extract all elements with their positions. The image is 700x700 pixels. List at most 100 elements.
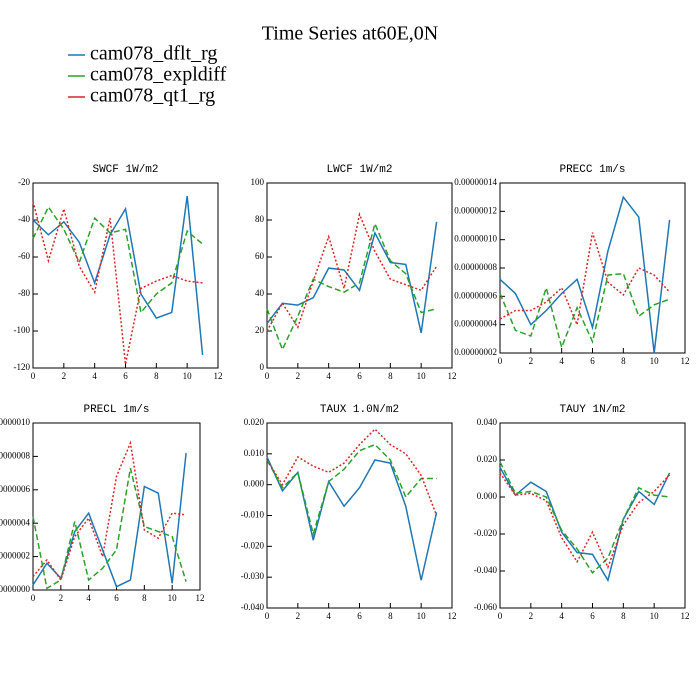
- y-tick-label: -0.040: [241, 602, 265, 612]
- series-line: [499, 472, 671, 570]
- y-tick-label: 0.020: [244, 417, 265, 427]
- legend-label: cam078_qt1_rg: [90, 85, 215, 107]
- plot-frame: [499, 422, 686, 609]
- x-tick-label: 0: [265, 371, 270, 381]
- x-tick-label: 10: [168, 593, 178, 603]
- y-tick-label: -0.010: [241, 510, 265, 520]
- x-tick-label: 12: [214, 371, 223, 381]
- y-tick-label: 0: [260, 362, 265, 372]
- y-tick-label: -100: [14, 325, 31, 335]
- x-tick-label: 2: [529, 356, 534, 366]
- y-tick-label: 0.0000006: [0, 484, 31, 494]
- y-tick-label: 0.0000004: [0, 517, 31, 527]
- x-tick-label: 12: [681, 611, 690, 621]
- y-tick-label: 20: [255, 325, 265, 335]
- y-tick-label: 0.00000014: [454, 177, 497, 187]
- y-tick-label: -40: [18, 214, 30, 224]
- x-tick-label: 10: [417, 371, 427, 381]
- x-tick-label: 10: [650, 611, 660, 621]
- x-tick-label: 12: [448, 611, 457, 621]
- y-tick-label: -0.060: [474, 602, 498, 612]
- series-line: [266, 428, 438, 516]
- x-tick-label: 8: [621, 356, 626, 366]
- x-tick-label: 8: [142, 593, 147, 603]
- x-tick-label: 4: [326, 611, 331, 621]
- series-line: [266, 221, 438, 334]
- series-line: [32, 205, 204, 315]
- x-tick-label: 12: [448, 371, 457, 381]
- x-tick-label: 12: [196, 593, 205, 603]
- series-line: [32, 201, 203, 365]
- x-tick-label: 4: [86, 593, 91, 603]
- plot-frame: [32, 422, 201, 591]
- series-line: [499, 461, 670, 575]
- y-tick-label: 0.000: [477, 491, 498, 501]
- panel-title: PRECL 1m/s: [83, 404, 149, 416]
- y-tick-label: 0.00000002: [454, 347, 497, 357]
- series-line: [499, 195, 671, 354]
- y-tick-label: 0.010: [244, 448, 265, 458]
- x-tick-label: 6: [123, 371, 128, 381]
- series-line: [266, 456, 438, 581]
- x-tick-label: 6: [590, 611, 595, 621]
- y-tick-label: 80: [255, 214, 265, 224]
- x-tick-label: 0: [31, 593, 36, 603]
- y-tick-label: 0.00000012: [454, 205, 497, 215]
- panel-title: PRECC 1m/s: [559, 164, 625, 176]
- y-tick-label: 0.020: [477, 454, 498, 464]
- series-line: [499, 467, 671, 583]
- series-line: [266, 211, 438, 332]
- series-line: [499, 232, 671, 328]
- series-line: [499, 272, 670, 350]
- y-tick-label: -0.030: [241, 571, 265, 581]
- y-tick-label: 0.0000002: [0, 551, 30, 561]
- series-line: [32, 440, 187, 582]
- x-tick-label: 2: [62, 371, 67, 381]
- x-tick-label: 4: [559, 356, 564, 366]
- plot-frame: [266, 422, 453, 609]
- y-tick-label: 0.00000008: [454, 262, 497, 272]
- x-tick-label: 2: [529, 611, 534, 621]
- y-tick-label: 0.0000008: [0, 450, 31, 460]
- y-tick-label: 0.00000006: [454, 290, 497, 300]
- y-tick-label: 60: [255, 251, 265, 261]
- x-tick-label: 8: [621, 611, 626, 621]
- y-tick-label: 0.0000010: [0, 417, 31, 427]
- x-tick-label: 0: [498, 611, 503, 621]
- y-tick-label: -60: [18, 251, 30, 261]
- y-tick-label: 100: [251, 177, 265, 187]
- y-tick-label: -0.020: [241, 540, 265, 550]
- legend-label: cam078_expldiff: [90, 64, 227, 86]
- plot-frame: [266, 182, 453, 369]
- x-tick-label: 8: [154, 371, 159, 381]
- x-tick-label: 10: [183, 371, 193, 381]
- x-tick-label: 2: [59, 593, 64, 603]
- x-tick-label: 4: [92, 371, 97, 381]
- y-tick-label: -120: [14, 362, 31, 372]
- x-tick-label: 6: [590, 356, 595, 366]
- series-line: [32, 195, 204, 356]
- x-tick-label: 12: [681, 356, 690, 366]
- x-tick-label: 8: [388, 611, 393, 621]
- x-tick-label: 0: [498, 356, 503, 366]
- y-tick-label: 0.00000010: [454, 234, 497, 244]
- x-tick-label: 6: [114, 593, 119, 603]
- panel-title: LWCF 1W/m2: [326, 164, 392, 176]
- series-line: [32, 467, 187, 590]
- y-tick-label: 0.0000000: [0, 584, 31, 594]
- x-tick-label: 4: [559, 611, 564, 621]
- y-tick-label: -20: [18, 177, 30, 187]
- y-tick-label: -0.040: [474, 565, 498, 575]
- series-line: [266, 221, 437, 352]
- y-tick-label: -80: [18, 288, 30, 298]
- x-tick-label: 2: [296, 371, 301, 381]
- panel-title: SWCF 1W/m2: [92, 164, 158, 176]
- x-tick-label: 10: [417, 611, 427, 621]
- figure-title: Time Series at60E,0N: [262, 23, 438, 45]
- series-line: [266, 443, 437, 537]
- x-tick-label: 0: [31, 371, 36, 381]
- panel-title: TAUX 1.0N/m2: [320, 404, 399, 416]
- y-tick-label: -0.020: [474, 528, 498, 538]
- x-tick-label: 4: [326, 371, 331, 381]
